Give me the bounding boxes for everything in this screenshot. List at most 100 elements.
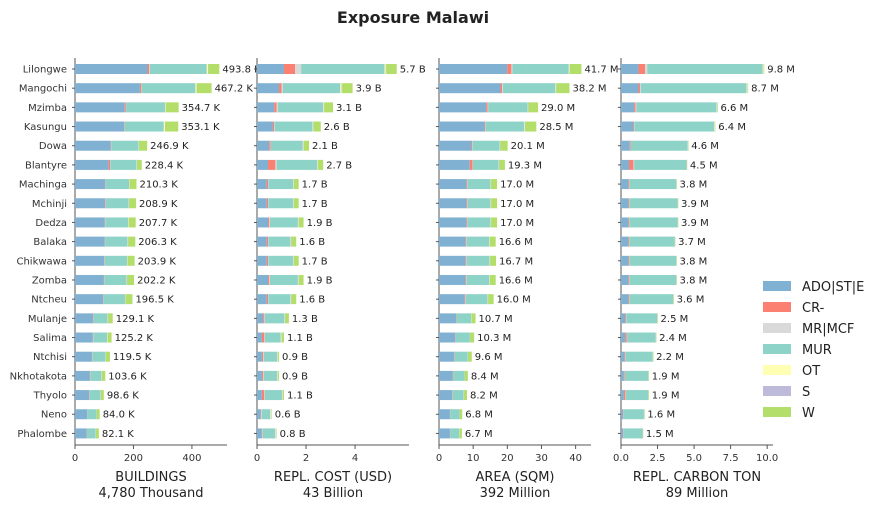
- data-label: 353.1 K: [181, 122, 220, 133]
- legend-swatch: [763, 386, 791, 396]
- bar-segment-mur: [454, 351, 468, 362]
- bar-segment-ado-st-e: [621, 390, 624, 401]
- data-label: 1.1 B: [287, 333, 313, 344]
- data-label: 202.2 K: [137, 275, 176, 286]
- legend-label: CR-: [802, 301, 825, 316]
- bar-segment-cr-: [466, 198, 468, 209]
- data-label: 1.3 B: [292, 314, 318, 325]
- data-label: 125.2 K: [115, 333, 154, 344]
- bar-segment-w: [490, 255, 497, 266]
- bar-segment-cr-: [629, 140, 631, 151]
- data-label: 9.6 M: [475, 352, 503, 363]
- legend-label: MR|MCF: [802, 322, 854, 337]
- data-label: 6.7 M: [465, 429, 493, 440]
- bar-segment-cr-: [628, 198, 630, 209]
- data-label: 0.9 B: [282, 371, 308, 382]
- bar-segment-ado-st-e: [439, 294, 465, 305]
- data-label: 228.4 K: [145, 160, 184, 171]
- data-label: 246.9 K: [150, 141, 189, 152]
- bar-segment-cr-: [466, 179, 468, 190]
- bar-segment-cr-: [147, 64, 150, 74]
- bar-segment-cr-: [624, 351, 626, 362]
- data-label: 1.5 M: [646, 429, 674, 440]
- bar-segment-w: [491, 179, 498, 190]
- bar-segment-ot: [762, 64, 764, 74]
- data-label: 38.2 M: [572, 84, 606, 95]
- bar-segment-mur: [630, 140, 688, 151]
- bar-segment-w: [491, 217, 498, 228]
- bar-segment-ado-st-e: [257, 102, 275, 113]
- bar-segment-cr-: [628, 255, 630, 266]
- category-label: Mangochi: [19, 84, 67, 95]
- data-label: 16.7 M: [499, 256, 533, 267]
- bar-segment-cr-: [628, 294, 630, 305]
- bar-segment-mur: [269, 274, 298, 285]
- bar-segment-ado-st-e: [439, 409, 450, 420]
- x-axis-label: BUILDINGS: [115, 470, 186, 485]
- bar-segment-ado-st-e: [439, 370, 453, 381]
- bar-segment-ado-st-e: [75, 294, 104, 305]
- bar-segment-mur: [629, 255, 677, 266]
- x-tick-label: 5.0: [686, 453, 702, 464]
- bar-segment-ado-st-e: [75, 390, 90, 401]
- bar-segment-mur: [264, 390, 283, 401]
- bar-segment-cr-: [486, 102, 488, 113]
- bar-segment-cr-: [268, 274, 270, 285]
- bar-segment-w: [324, 102, 333, 113]
- data-label: 207.7 K: [139, 218, 178, 229]
- bar-segment-mr-mcf: [502, 83, 503, 94]
- bar-segment-mur: [466, 255, 490, 266]
- x-tick-label: 400: [182, 453, 201, 464]
- bar-segment-cr-: [465, 274, 467, 285]
- data-label: 16.6 M: [499, 275, 533, 286]
- data-label: 210.3 K: [139, 180, 178, 191]
- data-label: 9.8 M: [767, 65, 795, 76]
- legend-swatch: [763, 344, 791, 354]
- bar-segment-mur: [104, 255, 128, 266]
- bar-segment-cr-: [261, 332, 265, 343]
- bar-segment-ado-st-e: [257, 255, 267, 266]
- bar-segment-ado-st-e: [257, 313, 264, 324]
- bar-segment-mur: [268, 179, 294, 190]
- category-label: Blantyre: [25, 160, 67, 171]
- legend: ADO|ST|E CR- MR|MCF MUR OT SW: [763, 280, 864, 421]
- data-label: 493.8 K: [222, 65, 261, 76]
- bar-segment-ot: [746, 83, 748, 94]
- bar-segment-cr-: [628, 274, 630, 285]
- bar-segment-mur: [629, 294, 674, 305]
- bar-segment-w: [291, 236, 297, 247]
- bar-segment-w: [129, 198, 137, 209]
- bar-segment-mur: [269, 217, 298, 228]
- bar-segment-mur: [268, 255, 294, 266]
- data-label: 208.9 K: [139, 199, 178, 210]
- bar-segment-ado-st-e: [75, 64, 148, 74]
- bar-segment-ado-st-e: [257, 294, 267, 305]
- bar-segment-ado-st-e: [257, 217, 269, 228]
- bar-segment-cr-: [628, 217, 630, 228]
- bar-segment-ot: [555, 83, 557, 94]
- bar-segment-ot: [163, 121, 166, 132]
- bar-segment-w: [137, 159, 142, 170]
- x-tick-label: 20: [501, 453, 514, 464]
- bar-segment-mr-mcf: [276, 102, 278, 113]
- x-axis-label: REPL. COST (USD): [274, 470, 392, 485]
- bar-segment-mur: [105, 217, 129, 228]
- bar-segment-w: [139, 140, 148, 151]
- bar-segment-w: [464, 390, 468, 401]
- bar-segment-mur: [472, 159, 499, 170]
- data-label: 4.5 M: [690, 160, 718, 171]
- x-tick-label: 7.5: [723, 453, 739, 464]
- bar-segment-mur: [455, 332, 470, 343]
- bar-segment-ado-st-e: [257, 409, 261, 420]
- data-label: 3.8 M: [680, 275, 708, 286]
- bar-segment-mur: [93, 332, 108, 343]
- data-label: 1.6 B: [299, 295, 325, 306]
- bar-segment-cr-: [266, 294, 269, 305]
- bar-segment-ado-st-e: [621, 179, 629, 190]
- bar-segment-mur: [110, 159, 137, 170]
- bar-segment-mur: [263, 351, 278, 362]
- data-label: 1.1 B: [287, 391, 313, 402]
- bar-segment-ado-st-e: [439, 140, 472, 151]
- bar-segment-mr-mcf: [511, 64, 513, 74]
- bar-segment-mur: [634, 159, 687, 170]
